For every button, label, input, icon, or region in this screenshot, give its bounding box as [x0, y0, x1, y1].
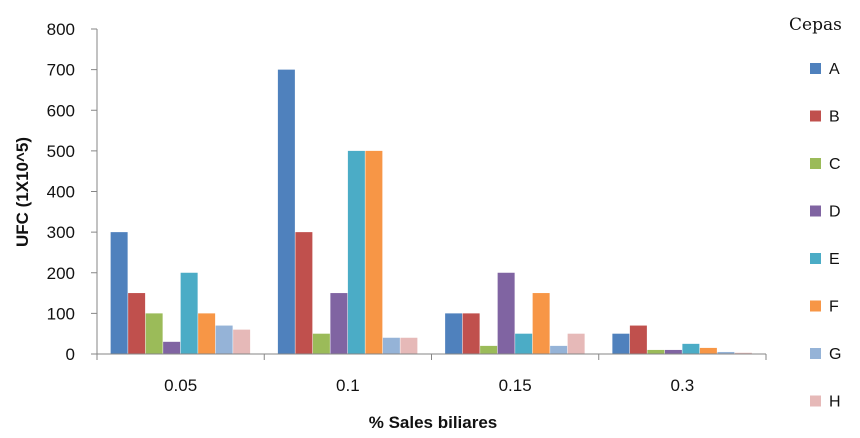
bar-H-0.15 [567, 333, 585, 354]
legend-swatch-B [810, 110, 821, 122]
legend-swatch-F [810, 300, 821, 312]
y-tick-label: 700 [47, 61, 75, 80]
bar-A-0.3 [612, 333, 630, 354]
bar-E-0.05 [180, 272, 198, 354]
bars-layer [110, 69, 752, 355]
legend-swatch-D [810, 205, 821, 217]
bar-B-0.1 [295, 232, 313, 355]
y-tick-label: 100 [47, 304, 75, 323]
bar-D-0.1 [330, 293, 348, 354]
bar-F-0.3 [699, 347, 717, 354]
labels-layer: 0 100 200 300 400 500 600 700 800 0.05 0.1 0.15 0.3 [47, 20, 695, 395]
y-tick-label: 200 [47, 264, 75, 283]
x-tick-label: 0.1 [336, 376, 360, 395]
bar-B-0.3 [629, 325, 647, 354]
bar-E-0.3 [682, 343, 700, 354]
bar-C-0.15 [480, 345, 498, 355]
legend-swatch-G [810, 348, 821, 359]
legend-label-D: D [829, 204, 841, 221]
x-axis-title: % Sales biliares [369, 413, 498, 432]
bar-E-0.1 [347, 150, 365, 355]
bar-A-0.05 [110, 232, 128, 355]
legend-swatch-E [810, 253, 821, 264]
bar-G-0.3 [717, 351, 735, 354]
x-tick-label: 0.15 [499, 376, 532, 395]
bar-C-0.1 [312, 333, 330, 354]
bar-G-0.1 [382, 337, 400, 354]
y-tick-label: 300 [47, 223, 75, 242]
y-tick-label: 800 [47, 20, 75, 39]
bar-F-0.15 [532, 293, 550, 354]
bar-A-0.1 [277, 69, 295, 355]
bar-H-0.05 [233, 329, 251, 355]
x-tick-label: 0.05 [164, 376, 197, 395]
legend-swatch-H [810, 395, 821, 407]
bar-A-0.15 [445, 313, 463, 355]
bar-B-0.05 [128, 293, 146, 354]
legend-swatch-C [810, 158, 821, 169]
legend-label-A: A [829, 61, 840, 78]
bar-B-0.15 [462, 313, 480, 355]
y-tick-label: 0 [66, 345, 75, 364]
y-tick-label: 600 [47, 101, 75, 120]
bar-D-0.3 [664, 349, 682, 354]
legend-label-C: C [829, 156, 841, 173]
legend-label-F: F [829, 299, 839, 316]
bar-F-0.05 [198, 313, 216, 355]
bar-G-0.15 [550, 345, 568, 355]
bar-H-0.3 [734, 352, 752, 354]
y-axis-title: UFC (1X10^5) [13, 137, 32, 247]
bar-F-0.1 [365, 150, 383, 355]
bar-C-0.3 [647, 349, 665, 354]
bar-G-0.05 [215, 325, 233, 354]
legend-title: Cepas [789, 15, 842, 35]
bar-C-0.05 [145, 313, 163, 355]
legend-label-E: E [829, 251, 840, 268]
bar-D-0.15 [497, 272, 515, 354]
x-tick-label: 0.3 [671, 376, 695, 395]
legend-label-H: H [829, 394, 841, 411]
legend-label-B: B [829, 109, 840, 126]
legend-label-G: G [829, 346, 841, 363]
y-tick-label: 400 [47, 183, 75, 202]
legend: A B C D E F G H [810, 61, 841, 411]
bar-D-0.05 [163, 341, 181, 354]
bar-H-0.1 [400, 337, 418, 354]
y-tick-label: 500 [47, 142, 75, 161]
bar-E-0.15 [515, 333, 533, 354]
legend-swatch-A [810, 63, 821, 74]
axes-layer [91, 28, 767, 360]
